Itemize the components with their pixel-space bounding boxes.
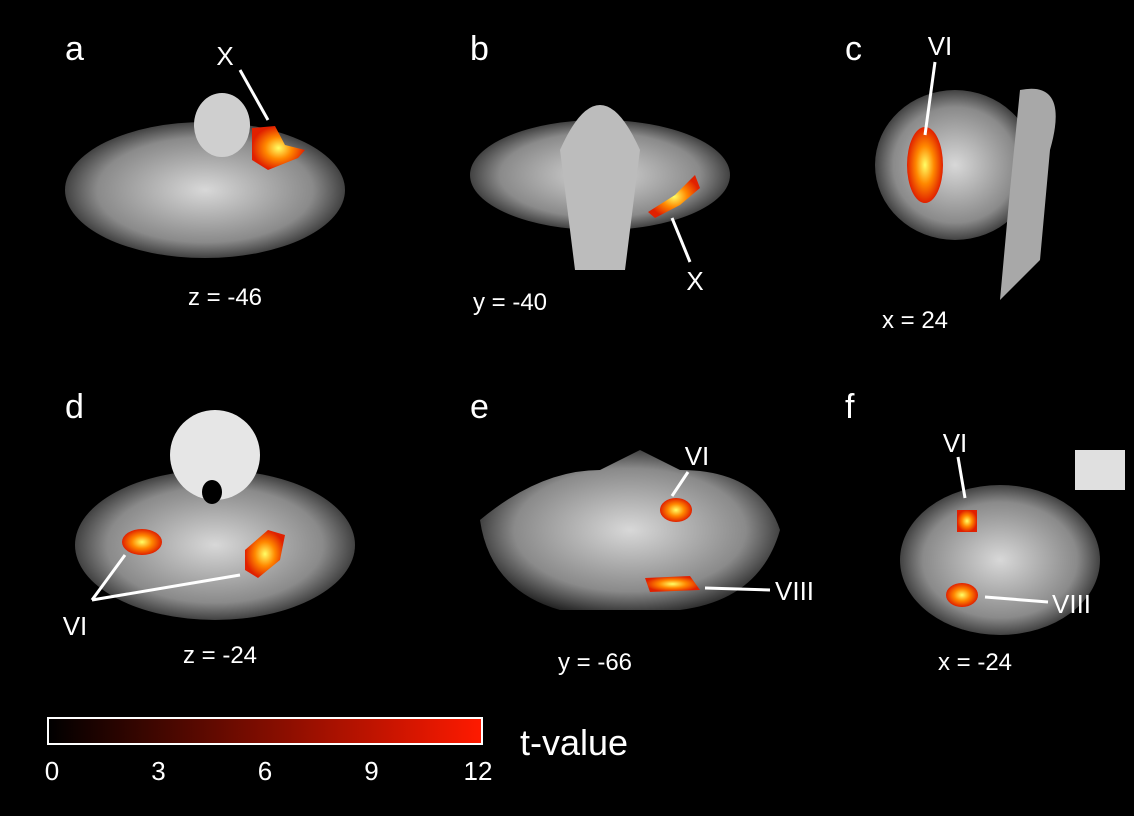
figure: a b c d e f z = -46 y = -40 x = 24 z = -… bbox=[0, 0, 1134, 811]
panel-letter: d bbox=[65, 388, 84, 426]
colorbar-label: t-value bbox=[520, 722, 628, 763]
tick-label: 12 bbox=[464, 756, 493, 786]
panel-letter: e bbox=[470, 388, 489, 426]
tick-label: 3 bbox=[151, 756, 165, 786]
activation bbox=[907, 127, 943, 203]
region-label: VI bbox=[943, 428, 968, 458]
activation bbox=[660, 498, 692, 522]
activation bbox=[957, 510, 977, 532]
slice-coordinate: z = -46 bbox=[188, 284, 262, 311]
slice-coordinate: y = -66 bbox=[558, 649, 632, 676]
panel-letter: b bbox=[470, 30, 489, 68]
region-label: X bbox=[686, 266, 703, 296]
activation bbox=[946, 583, 978, 607]
region-label: X bbox=[216, 41, 233, 71]
panel-letter: c bbox=[845, 30, 862, 68]
region-label: VIII bbox=[775, 576, 814, 606]
slice-coordinate: z = -24 bbox=[183, 642, 257, 669]
tick-label: 0 bbox=[45, 756, 59, 786]
slice-coordinate: y = -40 bbox=[473, 289, 547, 316]
colorbar bbox=[48, 718, 482, 744]
activation bbox=[122, 529, 162, 555]
region-label: VI bbox=[928, 31, 953, 61]
page: a b c d e f z = -46 y = -40 x = 24 z = -… bbox=[0, 0, 1134, 811]
panel-letter: f bbox=[845, 388, 855, 426]
region-label: VI bbox=[685, 441, 710, 471]
panel-letter: a bbox=[65, 30, 84, 68]
region-label: VIII bbox=[1052, 589, 1091, 619]
tick-label: 6 bbox=[258, 756, 272, 786]
region-label: VI bbox=[63, 611, 88, 641]
slice-coordinate: x = -24 bbox=[938, 649, 1012, 676]
tick-label: 9 bbox=[364, 756, 378, 786]
slice-coordinate: x = 24 bbox=[882, 307, 948, 334]
